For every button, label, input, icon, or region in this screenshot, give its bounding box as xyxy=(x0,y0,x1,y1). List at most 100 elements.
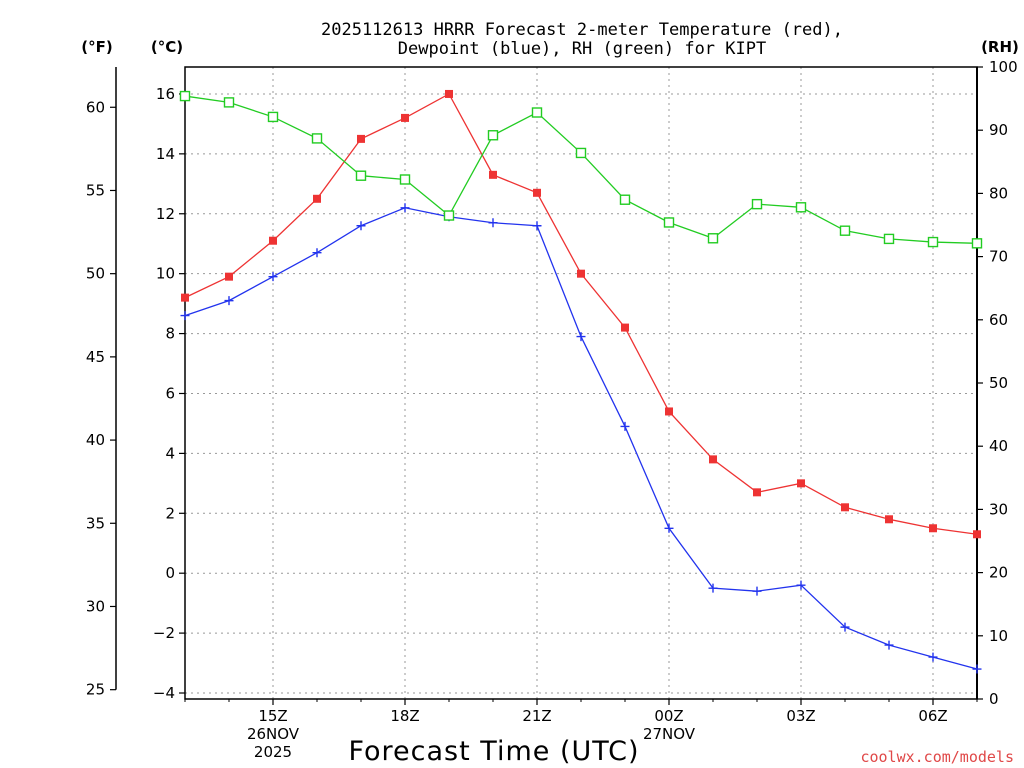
temperature-marker xyxy=(489,170,497,179)
rh-tick-label: 10 xyxy=(989,627,1008,645)
dewpoint-marker xyxy=(312,248,322,258)
rh-marker xyxy=(751,198,763,210)
x-tick-label: 06Z xyxy=(918,707,947,725)
fahrenheit-tick-label: 50 xyxy=(86,265,105,283)
rh-marker xyxy=(179,90,191,102)
series-celsius-plus xyxy=(180,203,982,674)
series-rh-open-square xyxy=(179,90,983,249)
rh-marker xyxy=(311,133,323,144)
rh-unit-label: (RH) xyxy=(981,38,1019,56)
dewpoint-marker xyxy=(664,523,674,533)
fahrenheit-tick-label: 60 xyxy=(86,98,105,116)
chart-title-line-2: Dewpoint (blue), RH (green) for KIPT xyxy=(398,39,766,59)
celsius-tick-label: 0 xyxy=(165,564,175,582)
temperature-marker xyxy=(401,113,409,122)
rh-tick-label: 0 xyxy=(989,690,999,708)
temperature-marker xyxy=(225,272,233,281)
dewpoint-marker xyxy=(356,221,366,231)
axes: −4 −2 0 2 4 6 8 10 12 14 16 25 30 35 40 45 50 55 60 0 10 20 30… xyxy=(86,58,1018,761)
series-celsius-filled-square xyxy=(181,89,981,539)
dewpoint-marker xyxy=(972,664,982,674)
x-tick-label: 00Z xyxy=(654,707,683,725)
rh-marker xyxy=(883,233,895,245)
dewpoint-marker xyxy=(224,296,234,306)
temperature-marker xyxy=(181,293,189,302)
dewpoint-marker xyxy=(180,311,190,321)
temperature-marker xyxy=(753,488,761,497)
labels: 2025112613 HRRR Forecast 2-meter Tempera… xyxy=(81,20,1019,767)
celsius-tick-label: −4 xyxy=(153,684,175,702)
x-tick-label: 2025 xyxy=(254,743,292,761)
rh-marker xyxy=(223,97,235,108)
temperature-marker xyxy=(841,503,849,512)
credit-text: coolwx.com/models xyxy=(860,748,1014,766)
series-line xyxy=(184,95,978,244)
rh-tick-label: 80 xyxy=(989,184,1008,202)
rh-tick-label: 70 xyxy=(989,248,1008,266)
dewpoint-marker xyxy=(532,221,542,231)
rh-tick-label: 100 xyxy=(989,58,1018,76)
plot-frame xyxy=(184,66,978,700)
celsius-tick-label: 8 xyxy=(165,325,175,343)
celsius-tick-label: 14 xyxy=(156,145,175,163)
rh-tick-label: 50 xyxy=(989,374,1008,392)
celsius-tick-label: 12 xyxy=(156,205,175,223)
x-tick-label: 18Z xyxy=(390,707,419,725)
rh-marker xyxy=(355,170,367,181)
dewpoint-marker xyxy=(796,580,806,590)
fahrenheit-tick-label: 30 xyxy=(86,597,105,615)
rh-tick-label: 60 xyxy=(989,311,1008,329)
temperature-marker xyxy=(533,188,541,197)
rh-tick-label: 90 xyxy=(989,121,1008,139)
rh-marker xyxy=(575,147,587,159)
x-tick-label: 21Z xyxy=(522,707,551,725)
temperature-marker xyxy=(621,323,629,332)
x-tick-label: 15Z xyxy=(258,707,287,725)
x-tick-label: 27NOV xyxy=(643,725,696,743)
celsius-tick-label: 4 xyxy=(165,444,175,462)
dewpoint-marker xyxy=(752,586,762,596)
celsius-tick-label: 6 xyxy=(165,384,175,402)
x-tick-label: 03Z xyxy=(786,707,815,725)
rh-marker xyxy=(795,202,807,213)
celsius-tick-label: −2 xyxy=(153,624,175,642)
data-series xyxy=(179,89,983,674)
dewpoint-marker xyxy=(840,622,850,632)
temperature-marker xyxy=(709,455,717,464)
temperature-marker xyxy=(269,236,277,245)
rh-marker xyxy=(927,236,939,248)
rh-marker xyxy=(619,194,631,205)
temperature-marker xyxy=(929,524,937,533)
dewpoint-marker xyxy=(708,583,718,593)
grid-lines xyxy=(185,67,977,699)
celsius-tick-label: 2 xyxy=(165,504,175,522)
fahrenheit-tick-label: 35 xyxy=(86,514,105,532)
rh-marker xyxy=(443,210,455,221)
rh-marker xyxy=(839,225,851,236)
temperature-marker xyxy=(973,530,981,539)
temperature-marker xyxy=(313,194,321,203)
series-line xyxy=(184,93,978,535)
rh-marker xyxy=(707,233,719,244)
rh-marker xyxy=(971,238,983,249)
dewpoint-marker xyxy=(928,652,938,662)
rh-marker xyxy=(267,111,279,123)
rh-tick-label: 40 xyxy=(989,437,1008,455)
fahrenheit-tick-label: 40 xyxy=(86,431,105,449)
dewpoint-marker xyxy=(884,640,894,650)
celsius-tick-label: 16 xyxy=(156,85,175,103)
celsius-unit-label: (°C) xyxy=(151,38,183,56)
fahrenheit-tick-label: 45 xyxy=(86,348,105,366)
chart-title-line-1: 2025112613 HRRR Forecast 2-meter Tempera… xyxy=(321,20,843,40)
temperature-marker xyxy=(577,269,585,278)
rh-tick-label: 30 xyxy=(989,500,1008,518)
rh-marker xyxy=(487,130,499,141)
temperature-marker xyxy=(445,89,453,98)
dewpoint-marker xyxy=(576,332,586,342)
rh-marker xyxy=(531,107,543,118)
fahrenheit-tick-label: 25 xyxy=(86,681,105,699)
dewpoint-marker xyxy=(400,203,410,213)
temperature-marker xyxy=(357,134,365,143)
dewpoint-marker xyxy=(488,218,498,228)
